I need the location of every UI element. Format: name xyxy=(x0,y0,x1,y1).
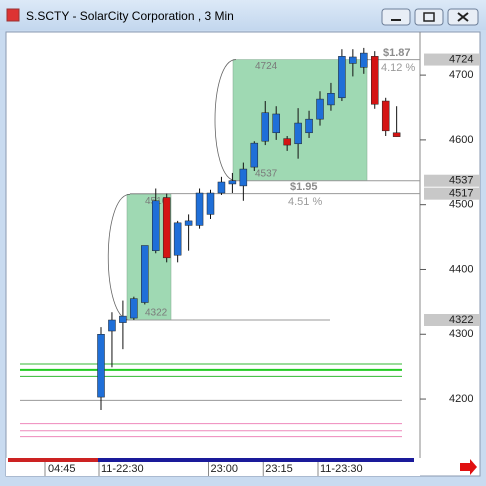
candle-body xyxy=(206,192,215,215)
scroll-arrow[interactable] xyxy=(460,459,477,475)
x-tick-label: 11-23:30 xyxy=(320,463,363,475)
session-strip xyxy=(8,458,98,462)
candle-body xyxy=(173,222,182,256)
candle-body xyxy=(239,168,248,187)
candle-body xyxy=(338,56,346,99)
box-bottom-label: 4537 xyxy=(255,168,278,179)
x-tick-label: 23:00 xyxy=(211,463,239,475)
y-tick-label: 4500 xyxy=(449,199,473,211)
percent-label: 4.51 % xyxy=(288,196,322,208)
range-arc xyxy=(214,59,237,182)
box-bottom-label: 4322 xyxy=(145,308,168,319)
window-buttons[interactable] xyxy=(381,8,479,26)
app-icon xyxy=(6,8,20,22)
x-tick-label: 11-22:30 xyxy=(101,463,144,475)
marker-label: 4322 xyxy=(449,314,473,326)
minimize-button[interactable] xyxy=(381,8,411,26)
candle-body xyxy=(195,192,204,226)
candle-body xyxy=(250,142,259,168)
candle-body xyxy=(108,319,116,332)
marker-box xyxy=(424,53,480,66)
y-tick-label: 4700 xyxy=(449,69,473,81)
candle-body xyxy=(261,112,269,142)
candle-body xyxy=(141,245,149,303)
change-label: $1.87 xyxy=(383,47,411,59)
marker-label: 4517 xyxy=(449,188,473,200)
marker-label: 4537 xyxy=(449,175,473,187)
y-tick-label: 4200 xyxy=(449,393,473,405)
candle-body xyxy=(119,315,127,323)
candle-body xyxy=(305,118,313,134)
marker-label: 4724 xyxy=(449,53,473,65)
candle-body xyxy=(228,180,237,185)
candle-body xyxy=(327,93,335,106)
candle-body xyxy=(272,113,280,134)
x-tick-label: 23:15 xyxy=(265,463,293,475)
candle-body xyxy=(130,298,138,319)
candle-body xyxy=(371,56,379,105)
marker-box xyxy=(424,187,480,200)
candle-body xyxy=(349,56,357,64)
candle-body xyxy=(381,100,390,132)
candle-body xyxy=(283,138,291,146)
candle-body xyxy=(152,200,160,251)
candle-body xyxy=(360,52,368,68)
restore-button[interactable] xyxy=(414,8,444,26)
window-title: S.SCTY - SolarCity Corporation , 3 Min xyxy=(26,9,234,23)
candle-body xyxy=(184,220,193,226)
candle-body xyxy=(294,122,302,145)
percent-label: 4.12 % xyxy=(381,62,415,74)
box-top-label: 4724 xyxy=(255,61,278,72)
candle-body xyxy=(316,98,324,120)
x-tick-label: 04:45 xyxy=(48,463,76,475)
candle-body xyxy=(97,334,105,398)
candle-body xyxy=(162,197,171,259)
change-label: $1.95 xyxy=(290,181,318,193)
marker-box xyxy=(424,314,480,327)
y-tick-label: 4300 xyxy=(449,328,473,340)
marker-box xyxy=(424,174,480,187)
candle-body xyxy=(217,181,226,194)
range-arc xyxy=(107,193,131,321)
y-tick-label: 4400 xyxy=(449,263,473,275)
time-axis xyxy=(6,458,420,476)
session-strip xyxy=(98,458,414,462)
candle-body xyxy=(392,132,401,137)
restore-icon xyxy=(423,12,435,22)
close-icon xyxy=(457,12,469,22)
y-tick-label: 4600 xyxy=(449,134,473,146)
